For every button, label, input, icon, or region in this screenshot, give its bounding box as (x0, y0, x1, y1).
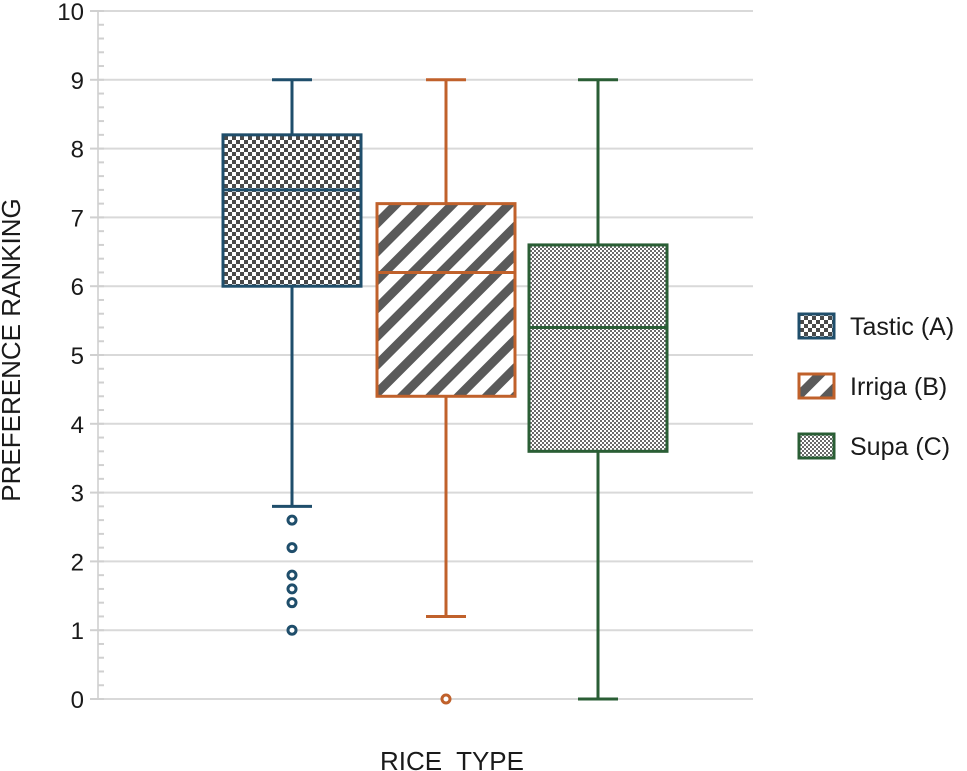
y-tick-label-2: 2 (71, 549, 84, 576)
legend-swatch (797, 312, 836, 340)
legend-swatch (797, 432, 836, 460)
legend-item-1: Tastic (A) (797, 312, 954, 341)
y-tick-label-4: 4 (71, 412, 84, 439)
outlier-point (286, 597, 298, 609)
y-axis (90, 10, 104, 700)
y-tick-label-7: 7 (71, 205, 84, 232)
y-tick-label-10: 10 (57, 0, 84, 26)
legend-label: Irriga (B) (850, 373, 947, 401)
y-tick-label-1: 1 (71, 618, 84, 645)
boxes (221, 78, 669, 705)
y-tick-label-6: 6 (71, 274, 84, 301)
iqr-box (527, 243, 669, 453)
legend-item-2: Irriga (B) (797, 372, 947, 401)
y-tick-label-9: 9 (71, 68, 84, 95)
legend-item-3: Supa (C) (797, 432, 950, 461)
iqr-box (375, 202, 517, 398)
y-axis-title: PREFERENCE RANKING (0, 198, 26, 501)
y-tick-label-0: 0 (71, 687, 84, 714)
box-series-1 (221, 78, 363, 636)
outlier-point (286, 514, 298, 526)
outlier-point (286, 624, 298, 636)
outlier-point (286, 542, 298, 554)
legend-label: Tastic (A) (850, 313, 954, 341)
outlier-point (286, 583, 298, 595)
legend: Tastic (A) Irriga (B) Supa (C) (797, 312, 954, 461)
legend-swatch (797, 372, 836, 400)
box-series-2 (375, 78, 517, 705)
y-tick-labels: 0 1 2 3 4 5 6 7 8 9 10 (57, 0, 84, 714)
y-tick-label-3: 3 (71, 481, 84, 508)
x-axis-title: RICE TYPE (380, 746, 524, 771)
y-tick-label-5: 5 (71, 343, 84, 370)
box-series-3 (527, 78, 669, 701)
outlier-point (286, 569, 298, 581)
y-tick-label-8: 8 (71, 137, 84, 164)
legend-label: Supa (C) (850, 433, 950, 461)
iqr-box (221, 133, 363, 288)
outlier-point (440, 693, 452, 705)
